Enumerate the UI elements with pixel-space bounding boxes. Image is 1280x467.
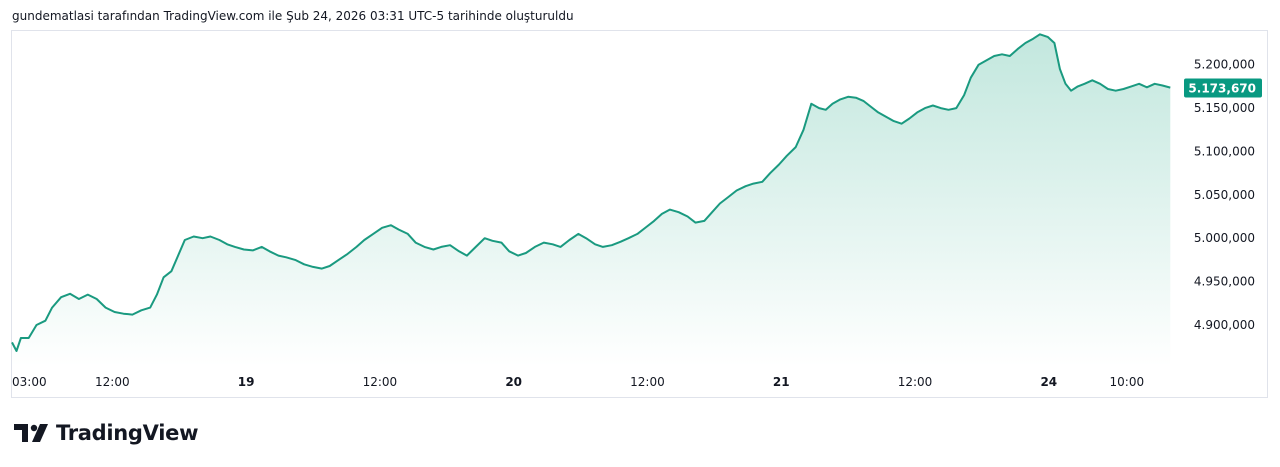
x-tick-label: 24 <box>1040 375 1057 389</box>
area-layer <box>12 34 1171 367</box>
y-tick-label: 5.000,000 <box>1194 231 1255 245</box>
y-tick-label: 4.900,000 <box>1194 318 1255 332</box>
x-tick-label: 12:00 <box>630 375 665 389</box>
last-price-label: 5.173,670 <box>1188 82 1256 96</box>
price-area <box>12 34 1171 367</box>
x-tick-label: 10:00 <box>1110 375 1145 389</box>
y-axis[interactable]: 4.900,000 4.950,000 5.000,000 5.050,000 5.10… <box>1194 58 1255 332</box>
x-tick-label: 03:00 <box>12 375 47 389</box>
y-tick-label: 4.950,000 <box>1194 275 1255 289</box>
x-axis[interactable]: 03:00 12:00 19 12:00 20 12:00 21 12:00 24 10:00 <box>12 375 1144 389</box>
last-price-badge-bg <box>1184 78 1262 98</box>
y-tick-label: 5.100,000 <box>1194 144 1255 158</box>
x-tick-label: 19 <box>238 375 255 389</box>
x-tick-label: 20 <box>505 375 522 389</box>
price-line <box>11 33 1171 352</box>
line-layer <box>11 33 1171 352</box>
tradingview-logo-text: TradingView <box>56 421 199 445</box>
x-tick-label: 12:00 <box>363 375 398 389</box>
x-tick-label: 12:00 <box>95 375 130 389</box>
tradingview-logo-icon <box>14 424 48 442</box>
y-tick-label: 5.050,000 <box>1194 188 1255 202</box>
last-price-badge: 5.173,670 <box>1184 78 1262 98</box>
y-tick-label: 5.150,000 <box>1194 101 1255 115</box>
tradingview-logo[interactable]: TradingView <box>14 420 198 446</box>
x-tick-label: 12:00 <box>898 375 933 389</box>
y-tick-label: 5.200,000 <box>1194 58 1255 72</box>
x-tick-label: 21 <box>773 375 790 389</box>
price-chart[interactable]: 4.900,000 4.950,000 5.000,000 5.050,000 5.10… <box>0 0 1280 400</box>
chart-frame[interactable] <box>11 30 1268 398</box>
chart-caption: gundematlasi tarafından TradingView.com … <box>12 9 574 23</box>
